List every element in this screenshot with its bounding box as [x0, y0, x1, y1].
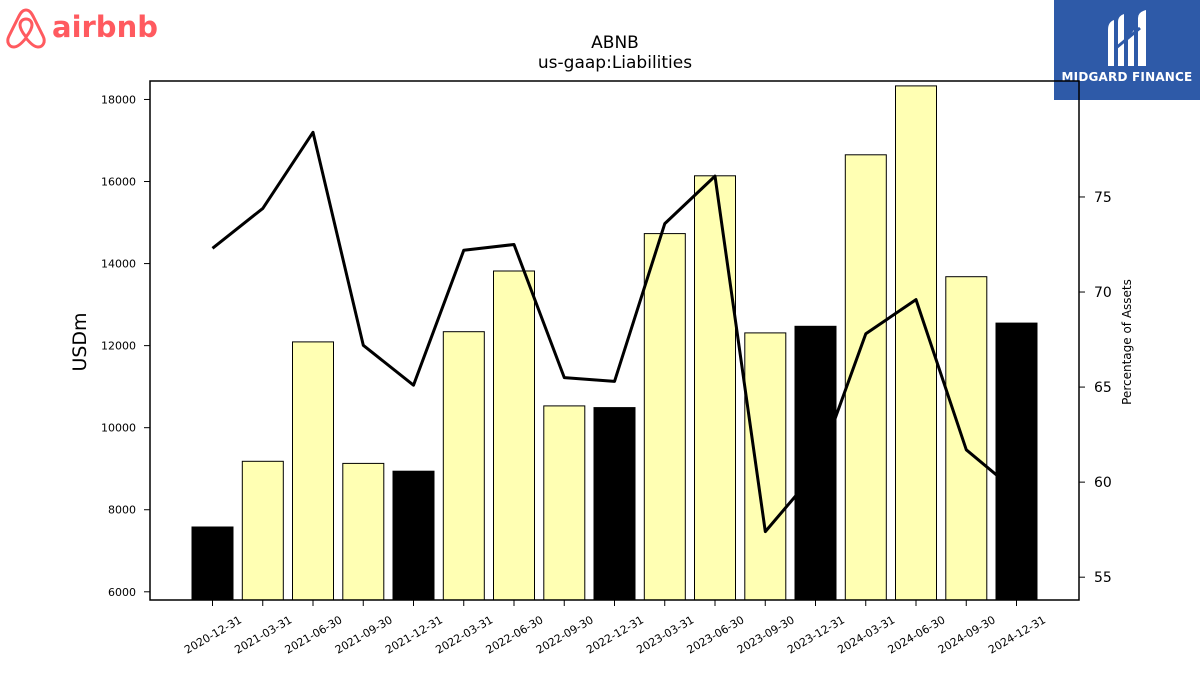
x-tick-label: 2024-12-31 [986, 613, 1048, 656]
bar-2024-09-30 [945, 276, 988, 601]
y-axis-label: USDm [69, 312, 91, 371]
y-tick-label: 10000 [101, 422, 136, 435]
airbnb-belo-icon [6, 8, 46, 49]
y-tick-label: 12000 [101, 340, 136, 353]
bar-2020-12-31 [191, 526, 234, 601]
bar-2021-09-30 [342, 462, 385, 601]
chart-title: ABNB [591, 33, 639, 53]
bar-2021-06-30 [292, 341, 334, 601]
bar-2022-09-30 [543, 405, 586, 601]
y-tick-label: 14000 [101, 258, 136, 271]
y2-tick-label: 70 [1094, 285, 1112, 301]
percentage-line-series [211, 130, 1018, 534]
y2-tick-label: 60 [1094, 475, 1112, 491]
midgard-finance-logo: MIDGARD FINANCE [1054, 0, 1200, 100]
y2-tick-label: 55 [1094, 570, 1112, 586]
y-tick-label: 16000 [101, 176, 136, 189]
percentage-line [211, 130, 1018, 534]
chart-subtitle: us-gaap:Liabilities [538, 53, 692, 73]
y2-tick-label: 75 [1094, 190, 1112, 206]
bar-2022-03-31 [442, 331, 485, 601]
y-tick-label: 8000 [108, 504, 136, 517]
airbnb-wordmark: airbnb [52, 10, 158, 44]
bar-2023-03-31 [643, 233, 686, 601]
bar-2023-06-30 [694, 175, 736, 601]
bar-2022-12-31 [593, 407, 636, 601]
bar-2021-03-31 [241, 460, 284, 601]
midgard-finance-wordmark: MIDGARD FINANCE [1061, 70, 1193, 84]
bar-series [191, 85, 1038, 601]
airbnb-logo: airbnb [4, 4, 158, 50]
left-y-axis: 6000 8000 10000 12000 14000 16000 18000 [101, 93, 150, 599]
y-tick-label: 6000 [108, 586, 136, 599]
y-tick-label: 18000 [101, 93, 136, 106]
y2-tick-label: 65 [1094, 380, 1112, 396]
bar-2024-12-31 [995, 322, 1038, 601]
bar-2023-09-30 [744, 332, 787, 601]
right-y-axis-label: Percentage of Assets [1120, 279, 1134, 405]
right-y-axis: 55 60 65 70 75 [1079, 190, 1112, 586]
bar-2023-12-31 [794, 325, 837, 601]
midgard-m-icon [1108, 10, 1146, 66]
bar-2024-03-31 [844, 154, 887, 601]
bar-2022-06-30 [493, 270, 535, 601]
x-axis: 2020-12-312021-03-312021-06-302021-09-30… [182, 600, 1048, 657]
bar-2021-12-31 [392, 470, 435, 601]
